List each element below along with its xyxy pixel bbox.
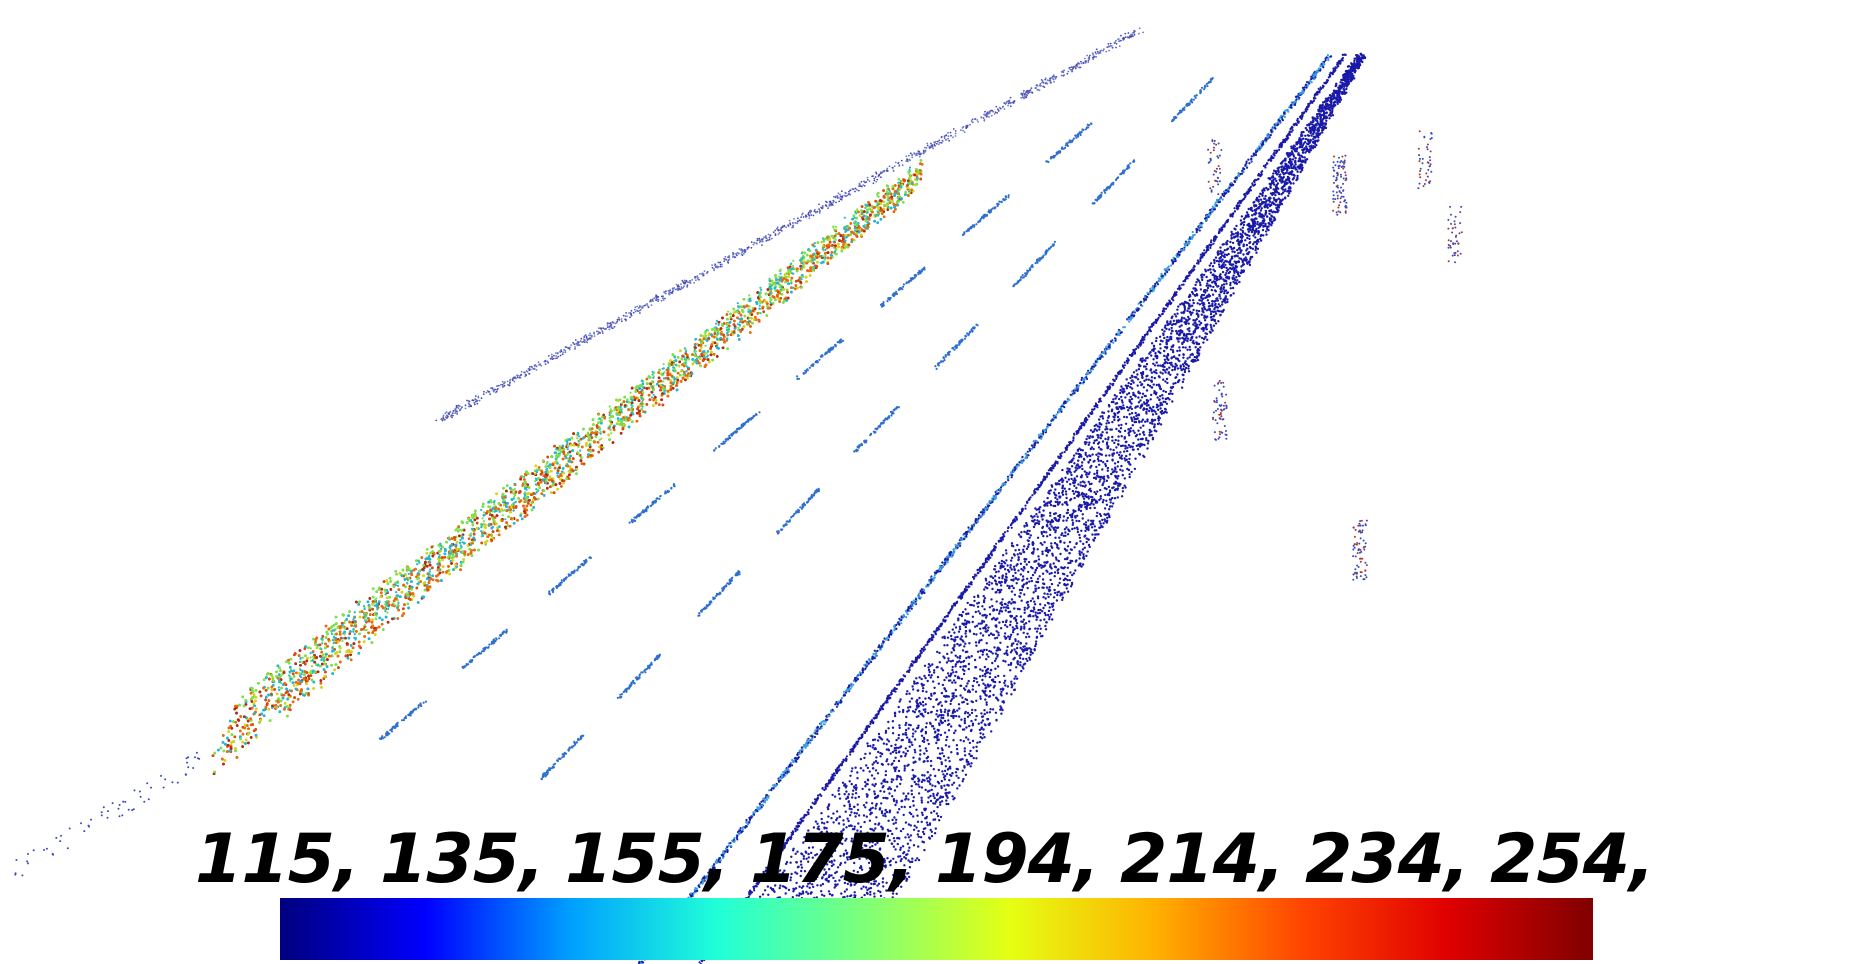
barrier-points (211, 159, 924, 775)
roadside-object-points (14, 130, 1463, 877)
far-rail-points (435, 27, 1144, 422)
ground-points (758, 52, 1367, 903)
barrier-post-points (277, 166, 912, 696)
colorbar-tick-label: 234, (1305, 820, 1490, 899)
colorbar-tick-labels: 115, 135, 155, 175, 194, 214, 234, 254, (195, 818, 1675, 900)
colorbar-tick-label: 214, (1120, 820, 1305, 899)
colorbar-tick-label: 135, (380, 820, 565, 899)
colorbar-tick-label: 155, (565, 820, 750, 899)
colorbar-tick-label: 194, (935, 820, 1120, 899)
colorbar-tick-label: 254, (1490, 820, 1675, 899)
lane-marking-points (378, 77, 1214, 781)
colorbar-tick-label: 115, (195, 820, 380, 899)
colorbar-gradient (280, 898, 1593, 960)
colorbar-tick-label: 175, (750, 820, 935, 899)
